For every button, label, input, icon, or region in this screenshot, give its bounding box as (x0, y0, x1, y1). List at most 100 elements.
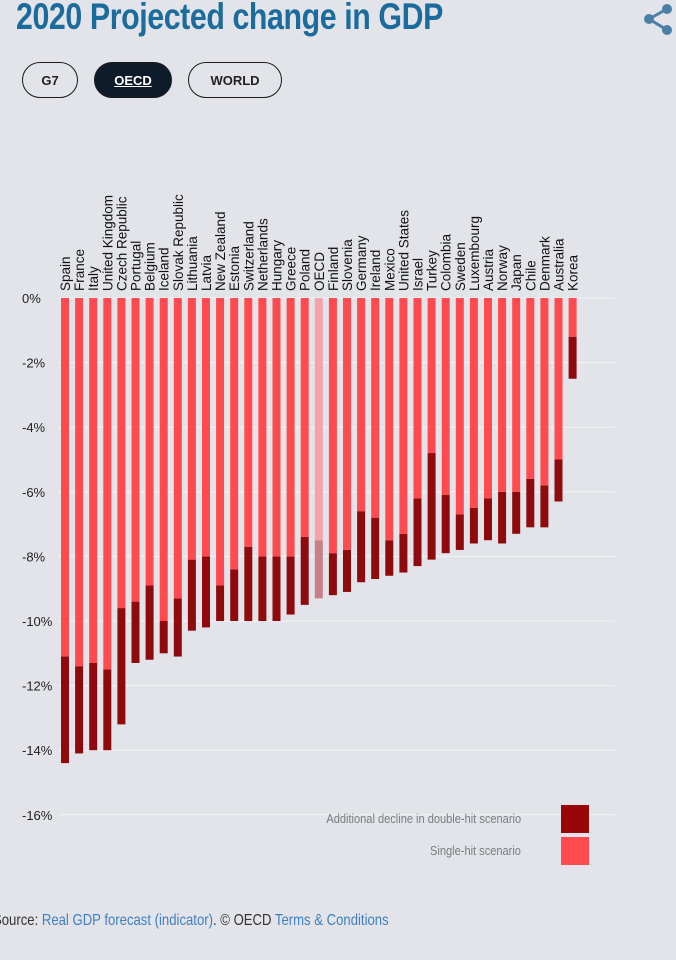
terms-link[interactable]: Terms & Conditions (274, 912, 389, 929)
bar-double-hit (540, 485, 549, 528)
bar-single-hit (427, 298, 436, 454)
bar-double-hit (343, 549, 351, 592)
filter-group: G7 OECD WORLD (22, 62, 282, 98)
bar-single-hit (117, 298, 126, 609)
category-label: Chile (523, 260, 538, 291)
y-tick-label: -16% (22, 808, 53, 823)
bar-single-hit (455, 298, 464, 515)
category-label: Belgium (143, 242, 158, 291)
bar-single-hit (469, 298, 478, 508)
bar-double-hit (469, 507, 478, 544)
filter-g7-button[interactable]: G7 (22, 62, 78, 98)
bar-single-hit (484, 298, 492, 499)
y-tick-label: -10% (22, 614, 53, 629)
category-label: Portugal (129, 241, 144, 291)
bar-double-hit (385, 540, 394, 576)
source-prefix: Source: (0, 912, 39, 929)
bar-double-hit (103, 669, 112, 751)
bar-single-hit (300, 298, 309, 538)
bar-single-hit (343, 298, 351, 550)
bar-single-hit (413, 298, 422, 499)
bar-single-hit (512, 298, 521, 492)
bar-double-hit (455, 514, 464, 550)
category-label: Austria (481, 248, 496, 291)
bar-single-hit (272, 298, 281, 557)
bar-single-hit (498, 298, 507, 492)
bar-single-hit (371, 298, 380, 518)
category-label: Slovenia (340, 239, 355, 291)
bar-double-hit (75, 666, 84, 754)
bar-single-hit (202, 298, 210, 557)
bar-single-hit (89, 298, 98, 663)
category-label: Norway (495, 245, 510, 291)
bar-single-hit (568, 298, 577, 337)
share-icon[interactable] (640, 2, 674, 36)
bar-single-hit (103, 298, 112, 670)
bar-single-hit (357, 298, 366, 512)
y-tick-label: -14% (22, 743, 53, 758)
category-label: Turkey (425, 250, 440, 291)
bar-single-hit (230, 298, 239, 570)
legend-label-double-hit: Additional decline in double-hit scenari… (326, 811, 521, 826)
y-tick-label: -12% (22, 679, 53, 694)
bar-single-hit (61, 298, 69, 657)
bar-double-hit (173, 598, 182, 657)
bar-double-hit (89, 662, 98, 751)
bar-double-hit (314, 540, 323, 599)
page-title: 2020 Projected change in GDP (16, 0, 443, 37)
bar-double-hit (357, 511, 366, 583)
category-label: Israel (411, 258, 426, 291)
bar-single-hit (385, 298, 394, 541)
category-label: Greece (284, 247, 299, 291)
category-label: Switzerland (241, 221, 256, 291)
y-tick-label: 0% (22, 291, 41, 306)
bar-double-hit (399, 533, 408, 573)
category-label: Ireland (368, 250, 383, 291)
bar-double-hit (328, 553, 337, 596)
bar-single-hit (399, 298, 408, 534)
bar-single-hit (173, 298, 182, 599)
bar-single-hit (145, 298, 154, 586)
bar-double-hit (526, 478, 535, 528)
bar-single-hit (554, 298, 563, 460)
legend-label-single-hit: Single-hit scenario (430, 843, 521, 858)
bar-single-hit (258, 298, 267, 557)
gdp-forecast-link[interactable]: Real GDP forecast (indicator) (41, 912, 213, 929)
y-tick-label: -6% (22, 485, 46, 500)
bar-single-hit (314, 298, 323, 541)
category-label: Slovak Republic (171, 194, 186, 291)
category-label: Iceland (157, 247, 172, 291)
bar-double-hit (427, 453, 436, 560)
category-label: Estonia (227, 245, 242, 291)
bar-single-hit (441, 298, 450, 496)
category-label: OECD (312, 252, 327, 291)
category-label: Italy (86, 266, 101, 291)
y-tick-label: -8% (22, 549, 46, 564)
filter-oecd-button[interactable]: OECD (94, 62, 172, 98)
bar-double-hit (117, 608, 126, 725)
category-label: France (72, 249, 87, 291)
bar-double-hit (216, 585, 225, 621)
bar-double-hit (484, 498, 492, 541)
category-label: Czech Republic (114, 196, 129, 291)
bar-double-hit (202, 556, 210, 628)
category-label: Latvia (199, 254, 214, 291)
bar-double-hit (554, 459, 563, 502)
bar-double-hit (300, 537, 309, 605)
bar-single-hit (286, 298, 295, 557)
bar-double-hit (413, 498, 422, 567)
filter-world-button[interactable]: WORLD (188, 62, 282, 98)
category-label: Denmark (537, 236, 552, 291)
bar-double-hit (145, 585, 154, 660)
category-label: United States (396, 210, 411, 291)
bar-double-hit (159, 621, 168, 654)
category-label: Lithuania (185, 236, 200, 291)
bar-single-hit (540, 298, 549, 486)
y-tick-label: -4% (22, 420, 46, 435)
bar-double-hit (498, 491, 507, 544)
bar-double-hit (187, 559, 196, 631)
bar-single-hit (244, 298, 253, 547)
bar-single-hit (216, 298, 225, 586)
bar-double-hit (441, 495, 450, 554)
category-label: New Zealand (213, 211, 228, 291)
